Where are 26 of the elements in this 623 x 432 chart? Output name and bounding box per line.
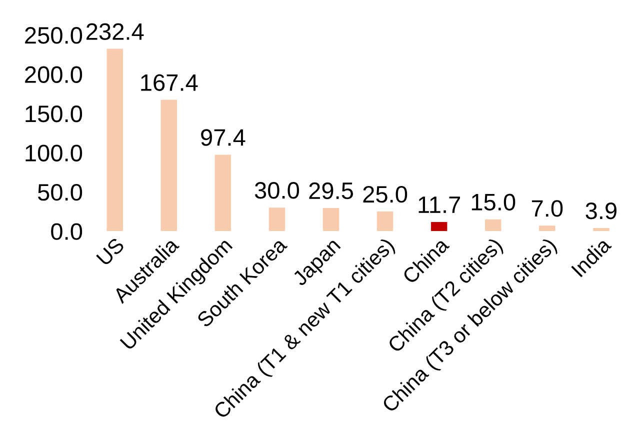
bar: [106, 48, 123, 232]
data-label: 29.5: [309, 182, 353, 200]
y-tick-label: 150.0: [26, 106, 82, 122]
data-label: 3.9: [586, 202, 616, 220]
data-label: 7.0: [532, 200, 563, 217]
bar: [160, 100, 177, 232]
y-tick-label: 250.0: [25, 27, 82, 44]
bar: [593, 228, 610, 232]
bar: [268, 208, 286, 232]
bar: [376, 212, 394, 232]
data-label: 25.0: [363, 186, 408, 203]
data-label: 30.0: [254, 182, 300, 199]
y-tick-label: 50.0: [38, 184, 82, 201]
bar: [214, 154, 232, 232]
bar: [539, 226, 556, 232]
y-tick-label: 100.0: [26, 144, 82, 162]
bar: [485, 219, 502, 232]
data-label: 15.0: [472, 194, 516, 211]
bar: [322, 208, 340, 232]
y-tick-label: 200.0: [25, 66, 82, 84]
y-tick-label: 0.0: [51, 223, 82, 240]
data-label: 97.4: [201, 129, 246, 146]
data-label: 11.7: [418, 196, 460, 213]
bar: [430, 222, 448, 232]
data-label: 167.4: [141, 74, 198, 91]
data-label: 232.4: [86, 23, 144, 40]
